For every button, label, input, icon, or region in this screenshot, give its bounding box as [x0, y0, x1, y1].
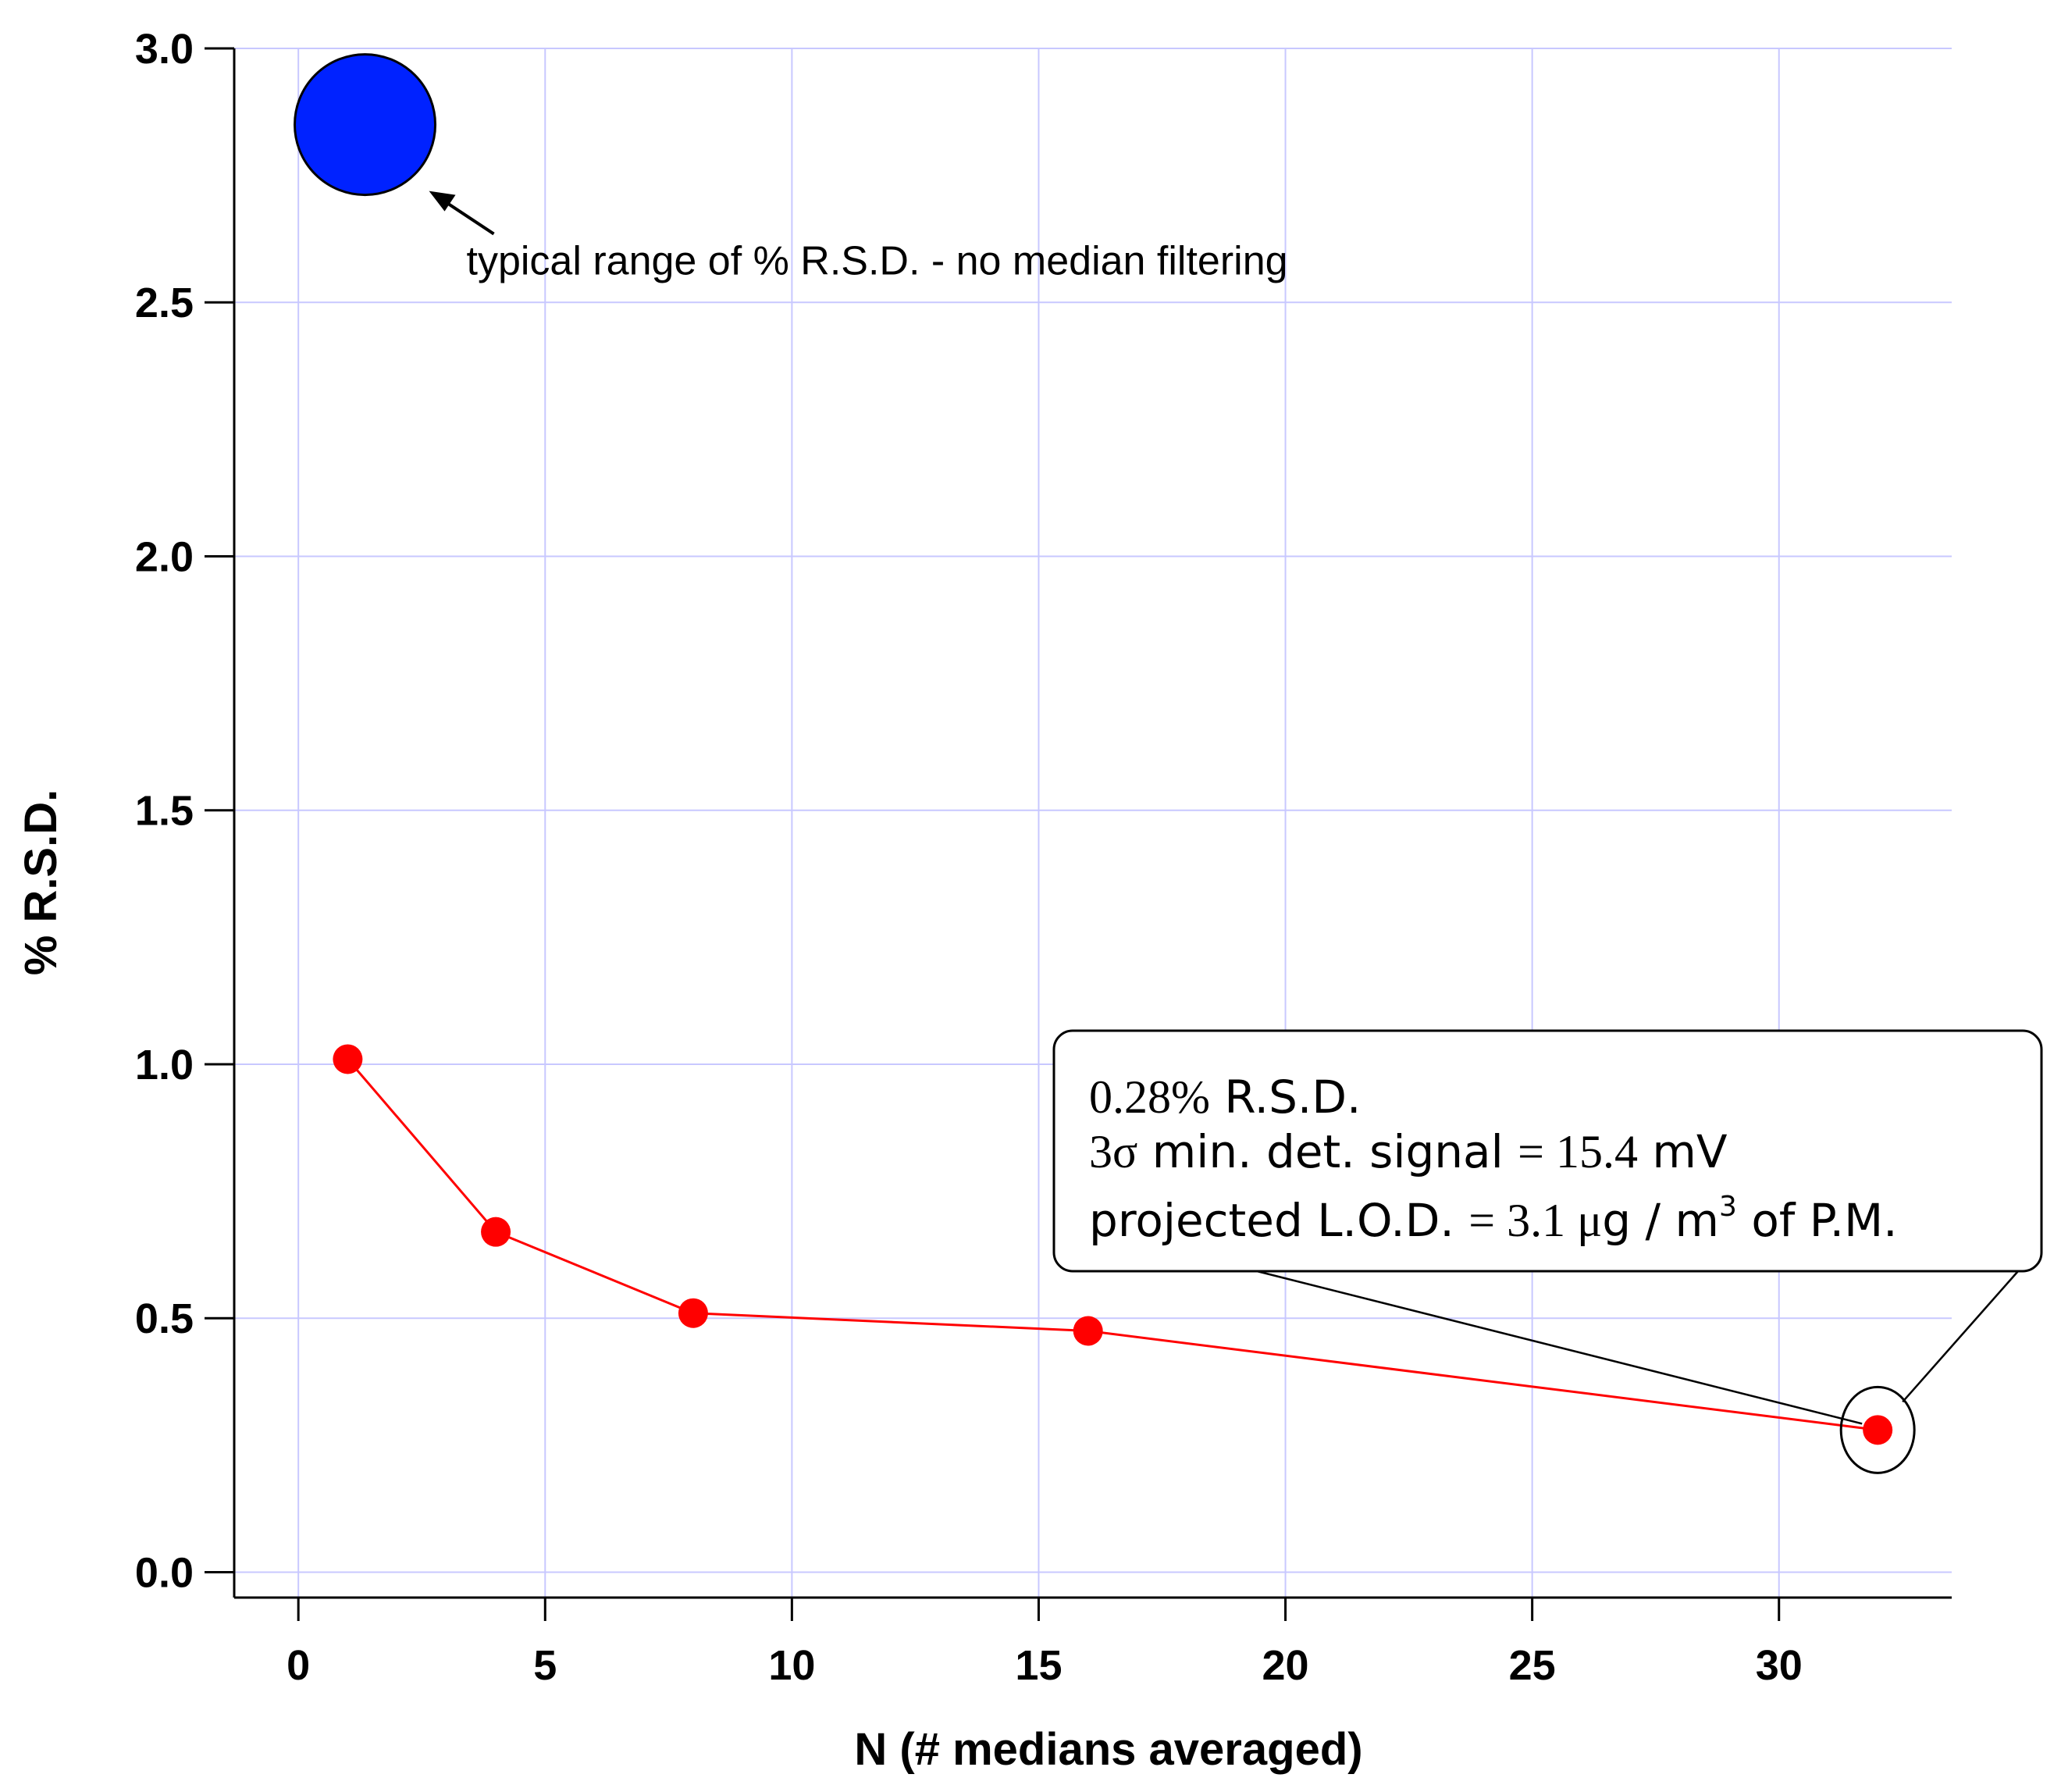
reference-arrow-line — [442, 198, 495, 236]
callout-rsd-value: 0.28% — [1089, 1071, 1210, 1123]
axes — [233, 48, 1952, 1599]
callout-tail: of P.M. — [1737, 1194, 1898, 1247]
x-axis-title: N (# medians averaged) — [854, 1724, 1362, 1775]
callout-highlight-ring — [1839, 1385, 1916, 1474]
callout-line-2: 3σ min. det. signal = 15.4 mV — [1089, 1125, 1728, 1178]
x-tick-label-6: 30 — [1756, 1642, 1803, 1689]
callout-lod-label: projected L.O.D. — [1089, 1194, 1468, 1247]
callout-rsd-label: R.S.D. — [1210, 1071, 1361, 1124]
callout-leader-left — [1256, 1270, 1863, 1425]
callout-box — [1052, 1029, 2043, 1273]
ticks: 0 5 10 15 20 25 30 0.0 0.5 1.0 1.5 2.0 2.5 3.0 — [135, 26, 1803, 1689]
callout-lod-unit: g / m — [1602, 1194, 1719, 1247]
callout-line-1: 0.28% R.S.D. — [1089, 1071, 1361, 1124]
x-tick-label-0: 0 — [287, 1642, 310, 1689]
y-tick-label-1: 0.5 — [135, 1295, 194, 1342]
callout-lod-value: 3.1 — [1507, 1195, 1565, 1246]
y-tick-label-3: 1.5 — [135, 788, 194, 835]
data-point-0-3 — [1073, 1316, 1103, 1346]
callout-equals-2: = — [1468, 1195, 1507, 1246]
reference-label: typical range of % R.S.D. - no median fi… — [467, 239, 1288, 284]
data-point-0-2 — [678, 1298, 708, 1328]
y-tick-label-6: 3.0 — [135, 26, 194, 73]
x-tick-label-4: 20 — [1262, 1642, 1309, 1689]
y-tick-label-4: 2.0 — [135, 533, 194, 580]
y-tick-label-5: 2.5 — [135, 280, 194, 326]
y-axis-title: % R.S.D. — [16, 789, 66, 976]
callout-signal-value: 15.4 — [1556, 1126, 1638, 1177]
callout-leader-right — [1902, 1270, 2019, 1403]
series — [333, 1044, 1893, 1445]
reference-arrow-head — [429, 191, 456, 212]
reference-marker-group: typical range of % R.S.D. - no median fi… — [294, 53, 1288, 284]
reference-marker — [294, 53, 437, 197]
y-tick-label-2: 1.0 — [135, 1042, 194, 1088]
callout-superscript: 3 — [1719, 1191, 1737, 1223]
callout-signal-unit: mV — [1638, 1125, 1728, 1178]
x-tick-label-1: 5 — [533, 1642, 557, 1689]
x-tick-label-3: 15 — [1015, 1642, 1062, 1689]
data-point-0-1 — [481, 1217, 511, 1247]
callout: 0.28% R.S.D. 3σ min. det. signal = 15.4 … — [1052, 1029, 2043, 1474]
data-point-0-0 — [333, 1044, 363, 1074]
y-tick-label-0: 0.0 — [135, 1549, 194, 1596]
grid — [234, 48, 1952, 1598]
callout-sigma: 3σ — [1089, 1126, 1137, 1177]
callout-signal-label: min. det. signal — [1137, 1125, 1518, 1178]
data-point-0-4 — [1863, 1415, 1893, 1445]
callout-line-3: projected L.O.D. = 3.1 μg / m3 of P.M. — [1089, 1191, 1898, 1247]
callout-equals-1: = — [1518, 1126, 1556, 1177]
callout-mu: μ — [1565, 1195, 1602, 1246]
x-tick-label-2: 10 — [768, 1642, 815, 1689]
x-tick-label-5: 25 — [1509, 1642, 1556, 1689]
